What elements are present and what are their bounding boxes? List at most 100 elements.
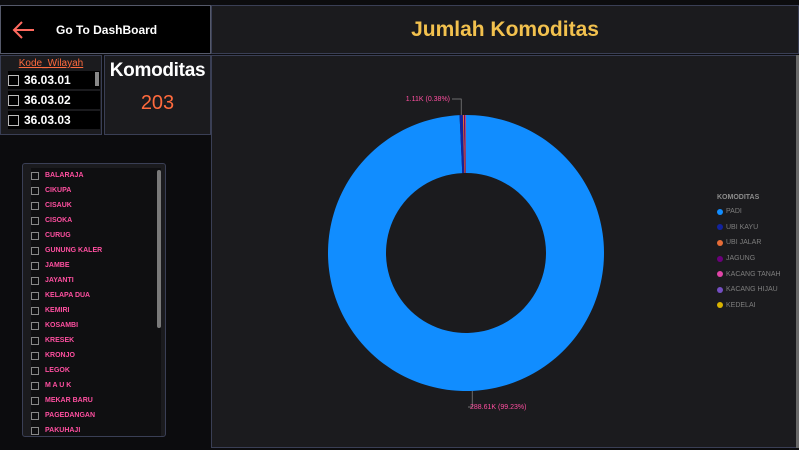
back-to-dashboard-button[interactable]: Go To DashBoard <box>0 5 211 54</box>
scrollbar[interactable] <box>157 170 161 328</box>
checkbox[interactable] <box>8 94 19 106</box>
leader-line <box>468 390 473 408</box>
slicer-item[interactable]: JAMBE <box>31 258 161 273</box>
slicer-item-label: M A U K <box>45 382 72 389</box>
slicer-item[interactable]: 36.03.03 <box>8 111 100 129</box>
legend-item[interactable]: KEDELAI <box>717 298 781 314</box>
checkbox[interactable] <box>31 171 39 180</box>
slicer-item[interactable]: LEGOK <box>31 363 161 378</box>
legend-label: KEDELAI <box>726 301 756 309</box>
slicer-item-label: 36.03.02 <box>24 93 71 107</box>
checkbox[interactable] <box>31 336 39 345</box>
page-title: Jumlah Komoditas <box>411 17 599 41</box>
slicer-item[interactable]: CISOKA <box>31 213 161 228</box>
legend-marker <box>717 239 723 246</box>
checkbox[interactable] <box>31 231 39 240</box>
checkbox[interactable] <box>31 411 39 420</box>
legend-marker <box>717 302 723 309</box>
slicer-item-label: CURUG <box>45 232 71 239</box>
back-button-label: Go To DashBoard <box>56 22 158 37</box>
slicer-item[interactable]: CURUG <box>31 228 161 243</box>
checkbox[interactable] <box>8 114 19 126</box>
legend-item[interactable]: KACANG TANAH <box>717 266 781 282</box>
legend-item[interactable]: UBI KAYU <box>717 220 781 236</box>
checkbox[interactable] <box>31 396 39 405</box>
slicer-item[interactable]: KRESEK <box>31 333 161 348</box>
kecamatan-slicer: BALARAJA CIKUPA CISAUK CISOKA CURUG GUNUNG KA… <box>22 163 166 437</box>
slicer-item-label: CISOKA <box>45 217 73 224</box>
checkbox[interactable] <box>31 426 39 435</box>
slicer-item-label: CIKUPA <box>45 187 72 194</box>
donut-slice[interactable] <box>462 115 465 174</box>
slicer-item-label: KEMIRI <box>45 307 70 314</box>
slicer-item-label: 36.03.01 <box>24 73 71 87</box>
checkbox[interactable] <box>8 74 19 86</box>
scrollbar[interactable] <box>95 72 99 86</box>
data-label: 1.11K (0.38%) <box>406 96 450 103</box>
checkbox[interactable] <box>31 246 39 255</box>
checkbox[interactable] <box>31 276 39 285</box>
slicer-item-label: KELAPA DUA <box>45 292 91 299</box>
slicer-item-label: CISAUK <box>45 202 72 209</box>
legend-marker <box>717 208 723 215</box>
checkbox[interactable] <box>31 291 39 300</box>
arrow-left-icon <box>12 20 34 39</box>
slicer-item[interactable]: BALARAJA <box>31 168 161 183</box>
legend-marker <box>717 224 723 231</box>
checkbox[interactable] <box>31 201 39 210</box>
checkbox[interactable] <box>31 381 39 390</box>
slicer-item-label: BALARAJA <box>45 172 84 179</box>
legend-marker <box>717 271 723 278</box>
donut-slice[interactable] <box>464 115 466 174</box>
legend-label: JAGUNG <box>726 255 756 263</box>
checkbox[interactable] <box>31 306 39 315</box>
slicer-item-label: MEKAR BARU <box>45 397 93 404</box>
kecamatan-list: BALARAJA CIKUPA CISAUK CISOKA CURUG GUNUNG KA… <box>23 164 165 436</box>
page-scrollbar[interactable] <box>796 55 799 448</box>
slicer-item-label: KOSAMBI <box>45 322 79 329</box>
slicer-item[interactable]: 36.03.01 <box>8 71 100 89</box>
donut-chart-panel: 288.61K (99.23%) 1.11K (0.38%) KOMODITAS … <box>211 55 797 448</box>
slicer-item[interactable]: M A U K <box>31 378 161 393</box>
checkbox[interactable] <box>31 366 39 375</box>
legend-label: UBI KAYU <box>726 223 759 231</box>
legend-marker <box>717 286 723 293</box>
donut-slice[interactable] <box>464 115 466 174</box>
slicer-item-label: PAKUHAJI <box>45 427 81 434</box>
slicer-item[interactable]: CISAUK <box>31 198 161 213</box>
slicer-item[interactable]: KOSAMBI <box>31 318 161 333</box>
checkbox[interactable] <box>31 351 39 360</box>
chart-legend: KOMODITAS PADI UBI KAYU UBI JALAR JAGUNG KAC… <box>717 194 781 313</box>
slicer-item-label: JAMBE <box>45 262 70 269</box>
checkbox[interactable] <box>31 186 39 195</box>
slicer-item[interactable]: MEKAR BARU <box>31 393 161 408</box>
slicer-item[interactable]: KEMIRI <box>31 303 161 318</box>
legend-label: KACANG HIJAU <box>726 286 778 294</box>
slicer-item[interactable]: CIKUPA <box>31 183 161 198</box>
card-label: Komoditas <box>109 60 206 81</box>
donut-slice[interactable] <box>459 115 465 174</box>
slicer-item[interactable]: PAKUHAJI <box>31 423 161 436</box>
checkbox[interactable] <box>31 216 39 225</box>
slicer-item[interactable]: GUNUNG KALER <box>31 243 161 258</box>
donut-slice[interactable] <box>328 115 604 391</box>
slicer-item[interactable]: KRONJO <box>31 348 161 363</box>
slicer-item[interactable]: KELAPA DUA <box>31 288 161 303</box>
data-label: 288.61K (99.23%) <box>470 404 526 411</box>
legend-item[interactable]: UBI JALAR <box>717 235 781 251</box>
legend-item[interactable]: JAGUNG <box>717 251 781 267</box>
slicer-title: Kode_Wilayah <box>18 58 84 69</box>
slicer-item[interactable]: JAYANTI <box>31 273 161 288</box>
legend-marker <box>717 255 723 262</box>
legend-label: PADI <box>726 208 742 216</box>
checkbox[interactable] <box>31 321 39 330</box>
leader-line <box>452 98 462 116</box>
legend-item[interactable]: KACANG HIJAU <box>717 282 781 298</box>
kode-wilayah-slicer: Kode_Wilayah 36.03.01 36.03.02 36.03.03 <box>0 55 102 135</box>
checkbox[interactable] <box>31 261 39 270</box>
slicer-item[interactable]: PAGEDANGAN <box>31 408 161 423</box>
slicer-item[interactable]: 36.03.02 <box>8 91 100 109</box>
slicer-item-label: GUNUNG KALER <box>45 247 103 254</box>
legend-item[interactable]: PADI <box>717 204 781 220</box>
